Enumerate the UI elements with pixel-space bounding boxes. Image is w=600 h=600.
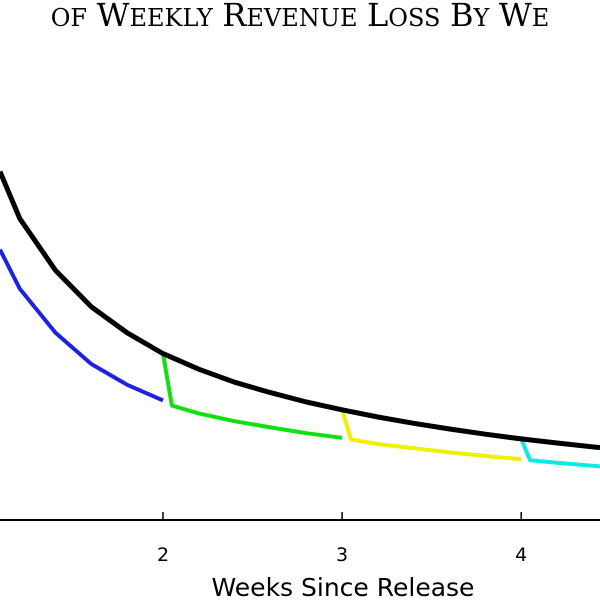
x-tick-label: 3	[336, 544, 348, 566]
chart-title: OF WEEKLY REVENUE LOSS BY WE	[51, 0, 550, 34]
x-tick-label: 2	[157, 544, 169, 566]
series-line-1	[0, 170, 600, 451]
series-line-5	[519, 438, 600, 469]
series-line-4	[340, 409, 522, 462]
x-tick-label: 4	[515, 544, 527, 566]
x-tick-layer: 2 3 4	[157, 512, 527, 566]
series-line-3	[161, 353, 343, 440]
series-line-2	[0, 248, 164, 403]
x-axis-label: Weeks Since Release	[212, 573, 475, 600]
series-layer	[0, 170, 600, 469]
